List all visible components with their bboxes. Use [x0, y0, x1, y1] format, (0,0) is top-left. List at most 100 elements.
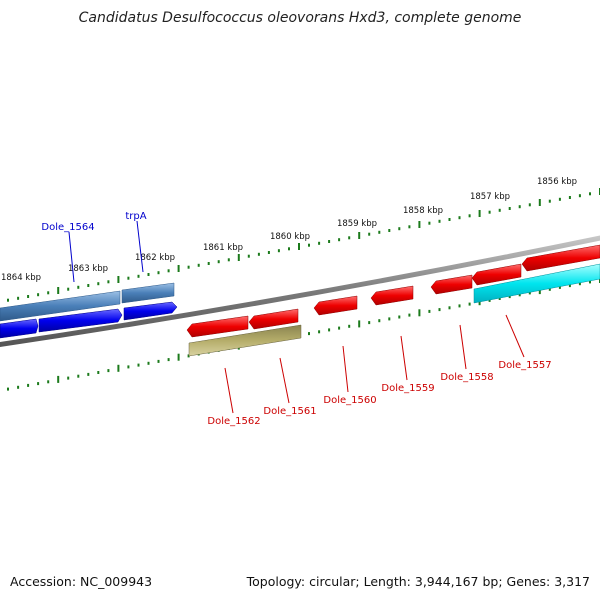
forward-scale-minor-tick: [578, 194, 581, 198]
gene-dole-1557[interactable]: [471, 263, 522, 286]
reverse-scale-minor-tick: [428, 309, 431, 313]
forward-scale-major-tick: [57, 287, 60, 294]
genome-summary-text: Topology: circular; Length: 3,944,167 bp…: [246, 574, 590, 589]
reverse-scale-minor-tick: [77, 374, 80, 378]
reverse-scale-minor-tick: [137, 363, 140, 367]
leader-dole-1559: [400, 335, 408, 381]
gene-label-dole-1562[interactable]: Dole_1562: [207, 416, 260, 427]
forward-scale-minor-tick: [308, 243, 310, 247]
forward-scale-minor-tick: [318, 241, 321, 245]
gene-trpa-steel[interactable]: [121, 282, 175, 304]
forward-scale-minor-tick: [428, 221, 431, 225]
gene-dole-1562[interactable]: [186, 315, 249, 338]
forward-scale-minor-tick: [17, 296, 20, 300]
forward-scale-major-tick: [358, 232, 361, 239]
gene-blue-3[interactable]: [123, 301, 178, 321]
reverse-genes: [186, 244, 600, 357]
reverse-scale-minor-tick: [398, 315, 401, 319]
accession-text: Accession: NC_009943: [10, 574, 152, 589]
leader-dole-1557: [505, 314, 525, 358]
forward-scale-minor-tick: [589, 192, 591, 196]
forward-scale-major-tick: [177, 265, 180, 272]
forward-scale-minor-tick: [217, 260, 220, 264]
forward-scale-major-tick: [298, 243, 300, 250]
gene-dole-1560[interactable]: [313, 295, 358, 316]
forward-scale-major-tick: [478, 210, 481, 217]
forward-scale-minor-tick: [368, 232, 371, 236]
reverse-scale-major-tick: [117, 364, 120, 372]
reverse-scale-minor-tick: [448, 306, 451, 310]
forward-scale-minor-tick: [568, 196, 571, 199]
reverse-scale-minor-tick: [97, 371, 100, 374]
forward-scale-minor-tick: [548, 199, 551, 203]
forward-scale-minor-tick: [378, 230, 381, 234]
forward-scale-minor-tick: [207, 262, 210, 265]
gene-label-dole-1558[interactable]: Dole_1558: [440, 372, 493, 383]
forward-scale-minor-tick: [227, 258, 230, 262]
forward-scale-major-tick: [418, 221, 421, 228]
reverse-scale-minor-tick: [17, 385, 20, 389]
kbp-label-1862: 1862 kbp: [135, 253, 175, 263]
gene-blue-2[interactable]: [38, 308, 123, 333]
kbp-label-1859: 1859 kbp: [337, 219, 377, 229]
reverse-scale-minor-tick: [548, 287, 551, 291]
reverse-scale-minor-tick: [518, 293, 521, 297]
gene-blue-1[interactable]: [0, 318, 39, 339]
reverse-scale-minor-tick: [167, 358, 170, 362]
reverse-scale-minor-tick: [388, 317, 391, 321]
reverse-scale-minor-tick: [368, 321, 371, 325]
reverse-scale-minor-tick: [378, 319, 381, 323]
gene-label-dole-1564[interactable]: Dole_1564: [41, 222, 94, 233]
reverse-scale-minor-tick: [488, 298, 491, 302]
gene-olive-feature[interactable]: [188, 324, 302, 357]
reverse-scale-minor-tick: [47, 380, 50, 384]
reverse-scale-minor-tick: [37, 382, 40, 386]
forward-scale-minor-tick: [448, 218, 451, 221]
gene-cyan-feature[interactable]: [473, 263, 600, 304]
kbp-label-1863: 1863 kbp: [68, 264, 108, 274]
reverse-scale-minor-tick: [568, 284, 571, 288]
gene-label-dole-1561[interactable]: Dole_1561: [263, 406, 316, 417]
forward-scale-minor-tick: [137, 274, 140, 278]
kbp-labels: 1856 kbp 1857 kbp 1858 kbp 1859 kbp 1860…: [1, 177, 577, 283]
forward-scale-minor-tick: [348, 236, 351, 240]
gene-label-dole-1557[interactable]: Dole_1557: [498, 360, 551, 371]
gene-dole-1559[interactable]: [370, 285, 414, 306]
forward-scale-minor-tick: [197, 263, 200, 267]
gene-label-trpa[interactable]: trpA: [125, 211, 146, 222]
leader-dole-1560: [342, 345, 349, 393]
forward-scale-minor-tick: [47, 291, 50, 295]
gene-dole-1561[interactable]: [248, 308, 299, 330]
gene-dole-1558[interactable]: [430, 274, 473, 295]
gene-red-edge[interactable]: [521, 244, 600, 272]
forward-scale-minor-tick: [267, 251, 270, 254]
kbp-label-1861: 1861 kbp: [203, 243, 243, 253]
forward-scale-minor-tick: [27, 295, 30, 298]
forward-scale-minor-tick: [328, 240, 331, 243]
forward-scale-minor-tick: [458, 216, 461, 220]
forward-scale-minor-tick: [87, 284, 90, 287]
gene-label-dole-1560[interactable]: Dole_1560: [323, 395, 376, 406]
reverse-scale-minor-tick: [147, 361, 150, 365]
forward-scale-major-tick: [117, 276, 120, 283]
forward-scale-minor-tick: [498, 208, 501, 212]
reverse-scale-minor-tick: [458, 304, 461, 308]
reverse-scale-minor-tick: [438, 308, 441, 312]
forward-scale-major-tick: [237, 254, 240, 261]
genome-backbone: [0, 235, 600, 348]
forward-scale-minor-tick: [518, 205, 521, 209]
forward-scale-minor-tick: [157, 271, 160, 275]
reverse-scale-major-tick: [57, 375, 60, 383]
forward-scale-minor-tick: [288, 247, 290, 251]
forward-scale-minor-tick: [67, 287, 70, 291]
forward-scale-minor-tick: [37, 293, 40, 297]
leader-dole-1564: [68, 231, 75, 283]
gene-dole-1564-steel[interactable]: [0, 290, 121, 322]
leader-trpa: [136, 220, 144, 273]
reverse-scale-minor-tick: [127, 365, 130, 369]
reverse-scale-minor-tick: [498, 297, 501, 300]
label-leaders: [68, 220, 525, 414]
forward-scale-minor-tick: [147, 273, 150, 276]
gene-label-dole-1559[interactable]: Dole_1559: [381, 383, 434, 394]
